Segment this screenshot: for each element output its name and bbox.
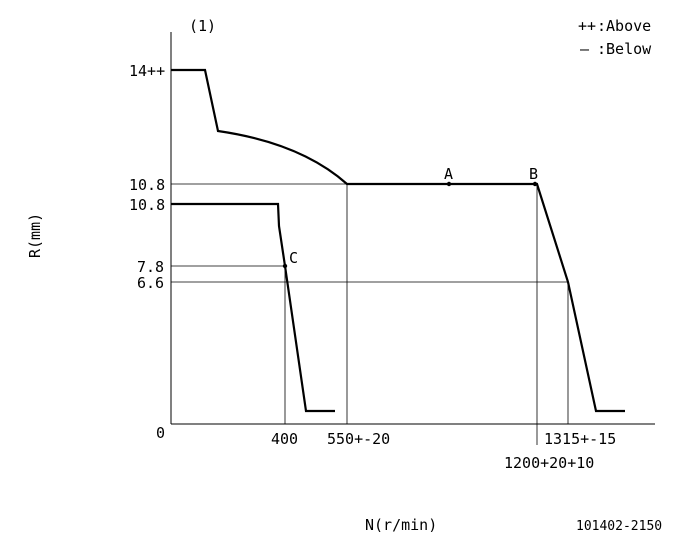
point-a-marker bbox=[446, 181, 452, 187]
x-tick-400: 400 bbox=[271, 430, 298, 448]
series-lower-line bbox=[171, 202, 335, 413]
x-tick-1200: 1200+20+10 bbox=[504, 454, 594, 472]
y-tick-6-6: 6.6 bbox=[137, 274, 164, 292]
point-b-marker bbox=[532, 181, 538, 187]
point-c-marker bbox=[282, 263, 288, 269]
legend-above-text: :Above bbox=[597, 17, 651, 35]
y-axis-label: R(mm) bbox=[26, 213, 44, 258]
series-upper-line bbox=[171, 68, 625, 413]
legend-above-symbol: ++ bbox=[578, 17, 596, 35]
point-b-label: B bbox=[529, 165, 538, 183]
panel-label: (1) bbox=[189, 17, 216, 35]
point-a-label: A bbox=[444, 165, 453, 183]
x-tick-1315: 1315+-15 bbox=[544, 430, 616, 448]
x-axis-label: N(r/min) bbox=[365, 516, 437, 534]
legend: ++ :Above — :Below bbox=[578, 17, 652, 58]
figure-id: 101402-2150 bbox=[576, 519, 662, 534]
y-tick-10-8-upper: 10.8 bbox=[129, 176, 165, 194]
legend-below-symbol: — bbox=[580, 40, 590, 58]
x-tick-550: 550+-20 bbox=[327, 430, 390, 448]
reference-lines bbox=[171, 183, 569, 445]
y-tick-7-8: 7.8 bbox=[137, 258, 164, 276]
point-c-label: C bbox=[289, 249, 298, 267]
y-tick-14: 14++ bbox=[129, 62, 165, 80]
y-tick-0: 0 bbox=[156, 424, 165, 442]
legend-below-text: :Below bbox=[597, 40, 652, 58]
y-tick-10-8-lower: 10.8 bbox=[129, 196, 165, 214]
